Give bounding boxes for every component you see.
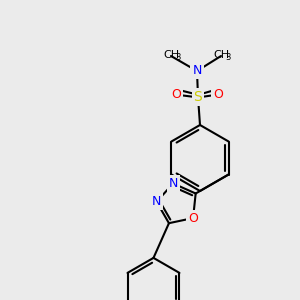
Text: N: N xyxy=(168,177,178,190)
Text: S: S xyxy=(194,90,202,104)
Text: CH: CH xyxy=(163,50,179,60)
Text: 3: 3 xyxy=(225,53,231,62)
Text: N: N xyxy=(152,195,161,208)
Text: O: O xyxy=(213,88,223,101)
Text: O: O xyxy=(188,212,198,225)
Text: N: N xyxy=(192,64,202,77)
Text: CH: CH xyxy=(213,50,229,60)
Text: 3: 3 xyxy=(175,53,181,62)
Text: O: O xyxy=(171,88,181,101)
